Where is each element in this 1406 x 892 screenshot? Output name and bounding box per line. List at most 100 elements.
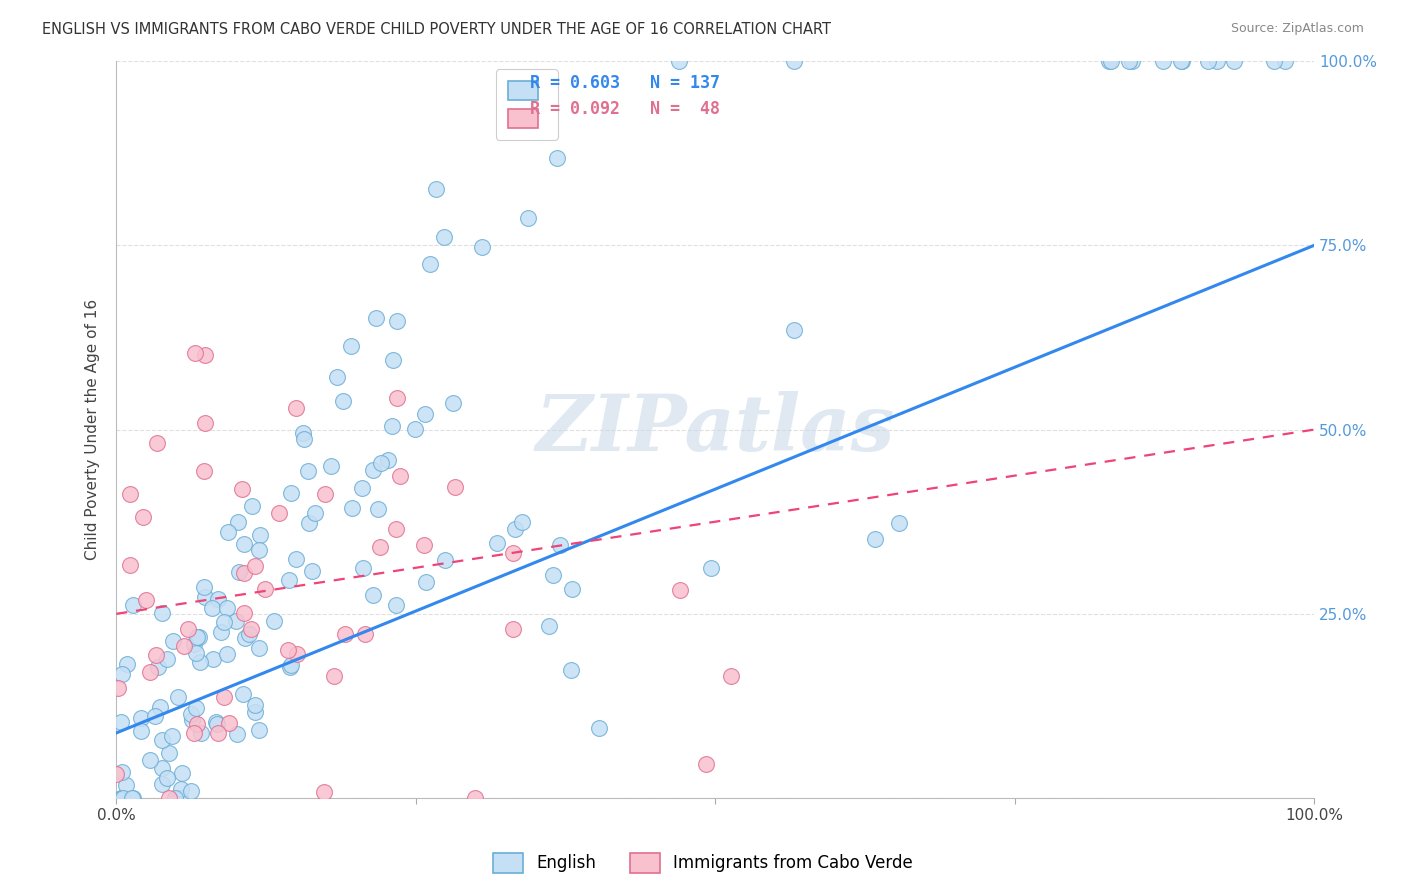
Point [560, 663, 582, 677]
Point [209, 625, 232, 640]
Point [190, 726, 212, 740]
Point [226, 515, 249, 529]
Point [314, 487, 336, 501]
Point [150, 733, 173, 747]
Legend: , : , [496, 70, 558, 140]
Point [1098, 54, 1121, 69]
Y-axis label: Child Poverty Under the Age of 16: Child Poverty Under the Age of 16 [86, 299, 100, 560]
Point [129, 723, 152, 738]
Point [149, 700, 172, 714]
Point [267, 506, 290, 520]
Point [188, 655, 211, 669]
Point [863, 532, 886, 546]
Point [225, 727, 247, 741]
Point [537, 619, 560, 633]
Point [105, 766, 128, 780]
Point [323, 669, 346, 683]
Point [207, 592, 229, 607]
Point [502, 622, 524, 636]
Point [389, 469, 412, 483]
Point [186, 630, 208, 644]
Point [433, 553, 456, 567]
Point [145, 648, 167, 662]
Point [1121, 54, 1143, 69]
Point [1171, 54, 1194, 69]
Point [278, 659, 301, 673]
Point [277, 643, 299, 657]
Point [180, 784, 202, 798]
Point [212, 690, 235, 704]
Point [139, 665, 162, 680]
Point [541, 567, 564, 582]
Point [413, 407, 436, 421]
Point [181, 714, 204, 728]
Point [1153, 54, 1175, 69]
Point [194, 348, 217, 362]
Point [292, 426, 315, 441]
Point [381, 418, 404, 433]
Point [419, 257, 441, 271]
Point [263, 614, 285, 628]
Point [301, 565, 323, 579]
Point [146, 435, 169, 450]
Point [217, 648, 239, 662]
Point [384, 522, 406, 536]
Point [720, 669, 742, 683]
Point [253, 582, 276, 596]
Point [1170, 54, 1192, 69]
Point [312, 784, 335, 798]
Point [433, 229, 456, 244]
Point [162, 634, 184, 648]
Point [298, 516, 321, 531]
Point [183, 637, 205, 651]
Point [277, 573, 299, 587]
Point [186, 701, 208, 715]
Point [232, 607, 254, 621]
Point [368, 541, 391, 555]
Point [1118, 54, 1140, 69]
Point [122, 791, 145, 805]
Point [588, 721, 610, 735]
Point [247, 641, 270, 656]
Point [122, 598, 145, 612]
Point [326, 370, 349, 384]
Point [207, 726, 229, 740]
Point [157, 746, 180, 760]
Point [384, 599, 406, 613]
Point [546, 152, 568, 166]
Point [115, 657, 138, 672]
Point [1274, 54, 1296, 69]
Point [172, 766, 194, 780]
Point [240, 623, 263, 637]
Point [700, 560, 723, 574]
Point [1099, 54, 1122, 69]
Point [548, 537, 571, 551]
Point [110, 715, 132, 730]
Point [245, 698, 267, 713]
Point [204, 714, 226, 729]
Point [350, 482, 373, 496]
Point [471, 240, 494, 254]
Point [135, 592, 157, 607]
Text: ENGLISH VS IMMIGRANTS FROM CABO VERDE CHILD POVERTY UNDER THE AGE OF 16 CORRELAT: ENGLISH VS IMMIGRANTS FROM CABO VERDE CH… [42, 22, 831, 37]
Point [332, 394, 354, 409]
Point [215, 600, 238, 615]
Point [240, 499, 263, 513]
Point [339, 338, 361, 352]
Point [1263, 54, 1285, 69]
Point [217, 524, 239, 539]
Text: Source: ZipAtlas.com: Source: ZipAtlas.com [1230, 22, 1364, 36]
Point [361, 463, 384, 477]
Point [186, 717, 208, 731]
Point [415, 574, 437, 589]
Point [512, 100, 534, 114]
Point [233, 566, 256, 580]
Point [561, 582, 583, 596]
Point [319, 458, 342, 473]
Point [183, 726, 205, 740]
Point [157, 791, 180, 805]
Point [193, 580, 215, 594]
Point [180, 707, 202, 722]
Point [132, 510, 155, 524]
Point [243, 705, 266, 719]
